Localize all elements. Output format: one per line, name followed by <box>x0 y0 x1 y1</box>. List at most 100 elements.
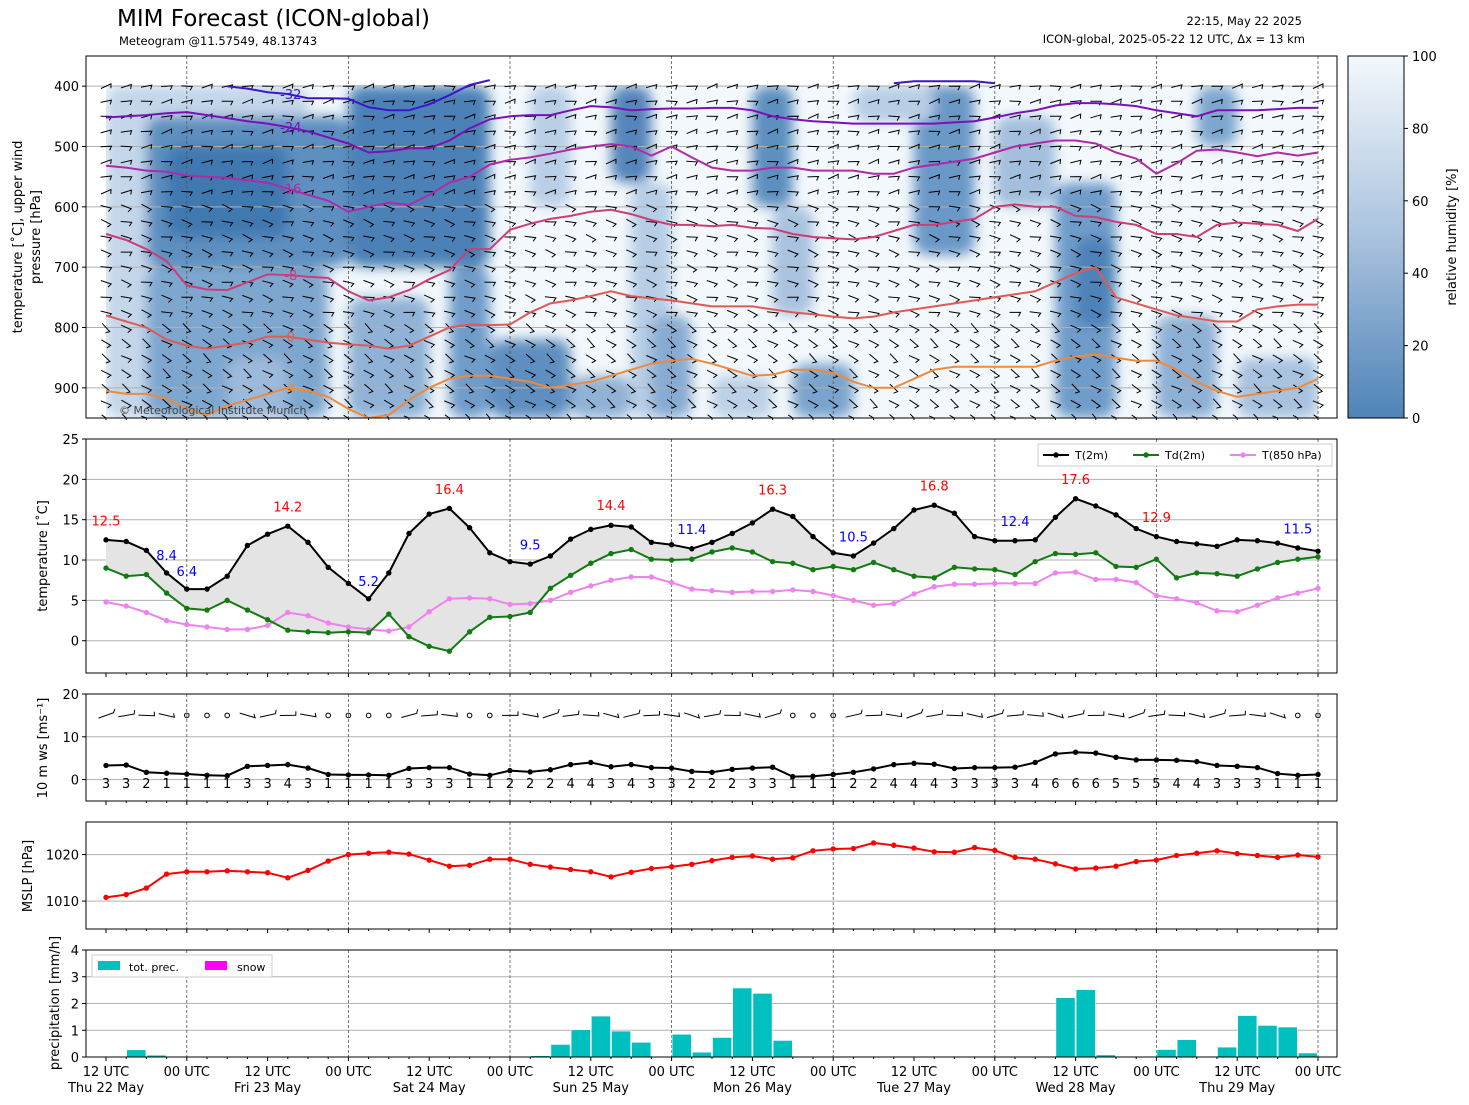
wind-barb <box>100 369 112 379</box>
wind-barb <box>485 338 495 349</box>
td2m-point <box>1072 551 1079 558</box>
wind-barb <box>625 265 638 272</box>
wind-barb <box>666 114 678 120</box>
wind-barb <box>1211 266 1224 272</box>
wind-barb <box>222 338 233 349</box>
wind-barb <box>666 206 678 212</box>
wind-barb <box>585 114 597 120</box>
wind-value-label: 2 <box>526 777 534 792</box>
y-tick-label: 700 <box>54 261 79 276</box>
wind-barb <box>646 113 658 119</box>
wind-barb <box>1231 145 1244 151</box>
isotherms: -32-24-16-804 <box>105 79 1319 418</box>
colorbar-label: relative humidity [%] <box>1445 168 1460 305</box>
wind-barb <box>1232 339 1243 349</box>
wind-barb <box>302 189 314 195</box>
wind-barb <box>424 323 435 334</box>
wind-barb <box>767 219 779 228</box>
wind-barb <box>1009 114 1021 120</box>
humidity-blob <box>712 375 773 418</box>
wind-barb <box>100 188 112 195</box>
wind-barb <box>464 296 476 303</box>
wind-value-label: 3 <box>102 777 110 792</box>
wind-barb <box>323 384 335 394</box>
wind-barb <box>1111 368 1121 379</box>
wind-barb <box>787 339 799 349</box>
wind-barb <box>986 709 1005 719</box>
t2m-point <box>285 523 291 529</box>
wind-barb <box>686 264 698 273</box>
mslp-point <box>103 894 109 901</box>
wind-barb <box>645 159 658 165</box>
wind-barb <box>303 338 314 349</box>
t850-point <box>325 620 331 626</box>
wind-barb <box>848 398 859 409</box>
wind-point <box>143 769 150 776</box>
wind-barb <box>100 280 113 288</box>
wind-barb <box>181 414 188 418</box>
wind-barb <box>140 130 153 136</box>
wind-barb <box>868 414 875 418</box>
wind-barb <box>504 250 517 258</box>
t2m-point <box>204 586 210 592</box>
mslp-point <box>305 867 311 874</box>
wind-value-label: 1 <box>385 777 393 792</box>
wind-barb <box>181 219 193 228</box>
wind-barb <box>323 354 334 364</box>
wind-barb <box>827 143 839 150</box>
wind-barb <box>868 145 880 151</box>
legend-swatch <box>205 961 227 970</box>
t2m-point <box>1274 540 1281 546</box>
wind-barb <box>869 398 879 409</box>
wind-barb <box>1050 188 1061 195</box>
wind-barb <box>1211 294 1223 303</box>
wind-barb <box>848 294 860 303</box>
legend-label: T(850 hPa) <box>1261 449 1322 462</box>
wind-barb <box>1010 399 1021 409</box>
wind-point <box>810 773 816 779</box>
wind-barb <box>1029 160 1042 166</box>
wind-barb <box>848 415 855 418</box>
wind-barb <box>747 385 759 394</box>
wind-barb <box>1171 385 1183 394</box>
mslp-point <box>729 854 735 861</box>
wind-barb <box>101 339 112 349</box>
wind-barb <box>484 100 497 106</box>
wind-barb <box>747 309 759 319</box>
wind-barb <box>929 368 940 379</box>
extreme-label: 12.9 <box>1142 511 1171 526</box>
td2m-point <box>1153 556 1160 562</box>
wind-barb <box>565 281 577 287</box>
wind-barb <box>443 205 456 212</box>
wind-barb <box>746 160 759 166</box>
wind-barb <box>807 221 820 227</box>
wind-barb <box>948 236 961 242</box>
wind-barb <box>666 173 678 180</box>
wind-barb <box>706 129 718 135</box>
wind-barb <box>444 400 456 409</box>
wind-barb <box>1171 204 1183 213</box>
wind-barb <box>504 280 517 287</box>
wind-barb <box>485 413 491 418</box>
wind-barb <box>1027 712 1044 717</box>
calm-marker <box>365 712 372 719</box>
wind-barb <box>827 160 840 166</box>
wind-barb <box>444 280 456 288</box>
wind-point <box>891 761 897 768</box>
wind-barb <box>888 159 900 165</box>
wind-barb <box>161 250 173 258</box>
wind-barb <box>686 98 698 104</box>
wind-value-label: 3 <box>647 777 655 792</box>
wind-barb <box>1252 279 1264 288</box>
wind-value-label: 3 <box>1011 777 1019 792</box>
wind-barb <box>121 369 132 379</box>
wind-barb <box>949 98 961 105</box>
wind-barb <box>202 383 212 394</box>
wind-barb <box>161 354 173 364</box>
wind-point <box>1173 757 1180 764</box>
wind-barb <box>524 280 537 288</box>
t2m-point <box>244 542 251 549</box>
wind-barb <box>363 279 375 288</box>
mslp-point <box>769 856 776 862</box>
wind-barb <box>686 250 699 258</box>
